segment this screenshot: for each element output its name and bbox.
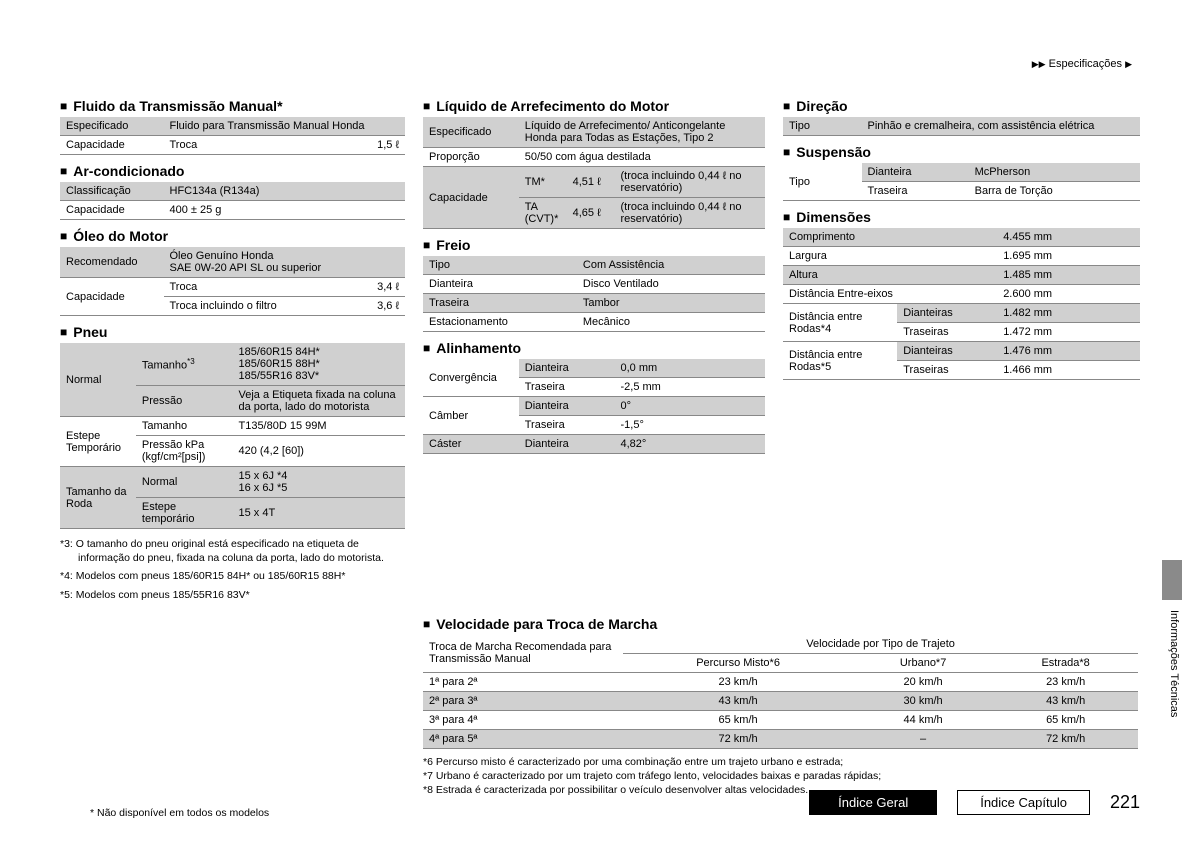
column-2: Líquido de Arrefecimento do Motor Especi… [423,90,765,606]
page-number: 221 [1110,792,1140,813]
breadcrumb: ▶▶ Especificações ▶ [1032,58,1132,70]
column-1: Fluido da Transmissão Manual* Especifica… [60,90,405,606]
footnotes-col1: *3: O tamanho do pneu original está espe… [60,537,405,602]
heading-transmission: Fluido da Transmissão Manual* [60,98,405,114]
heading-ac: Ar-condicionado [60,163,405,179]
heading-alignment: Alinhamento [423,340,765,356]
index-general-button[interactable]: Índice Geral [809,790,937,815]
heading-dimensions: Dimensões [783,209,1140,225]
wide-section: Velocidade para Troca de Marcha Troca de… [423,616,1138,798]
bottom-nav: Índice Geral Índice Capítulo 221 [809,790,1140,815]
heading-oil: Óleo do Motor [60,228,405,244]
table-dimensions: Comprimento4.455 mm Largura1.695 mm Altu… [783,228,1140,380]
table-tire: NormalTamanho*3185/60R15 84H* 185/60R15 … [60,343,405,529]
table-oil: RecomendadoÓleo Genuíno Honda SAE 0W-20 … [60,247,405,316]
side-tab [1162,560,1182,600]
table-ac: ClassificaçãoHFC134a (R134a) Capacidade4… [60,182,405,220]
column-3: Direção TipoPinhão e cremalheira, com as… [783,90,1140,606]
heading-suspension: Suspensão [783,144,1140,160]
heading-gearshift: Velocidade para Troca de Marcha [423,616,1138,632]
table-brake: TipoCom Assistência DianteiraDisco Venti… [423,256,765,332]
table-alignment: ConvergênciaDianteira0,0 mm Traseira-2,5… [423,359,765,454]
not-available-note: * Não disponível em todos os modelos [90,807,269,819]
index-chapter-button[interactable]: Índice Capítulo [957,790,1090,815]
heading-tire: Pneu [60,324,405,340]
table-suspension: TipoDianteiraMcPherson TraseiraBarra de … [783,163,1140,201]
table-steering: TipoPinhão e cremalheira, com assistênci… [783,117,1140,136]
table-gearshift: Troca de Marcha Recomendada para Transmi… [423,635,1138,749]
table-transmission: EspecificadoFluido para Transmissão Manu… [60,117,405,155]
heading-coolant: Líquido de Arrefecimento do Motor [423,98,765,114]
side-label: Informações Técnicas [1168,610,1180,717]
heading-steering: Direção [783,98,1140,114]
table-coolant: EspecificadoLíquido de Arrefecimento/ An… [423,117,765,229]
heading-brake: Freio [423,237,765,253]
